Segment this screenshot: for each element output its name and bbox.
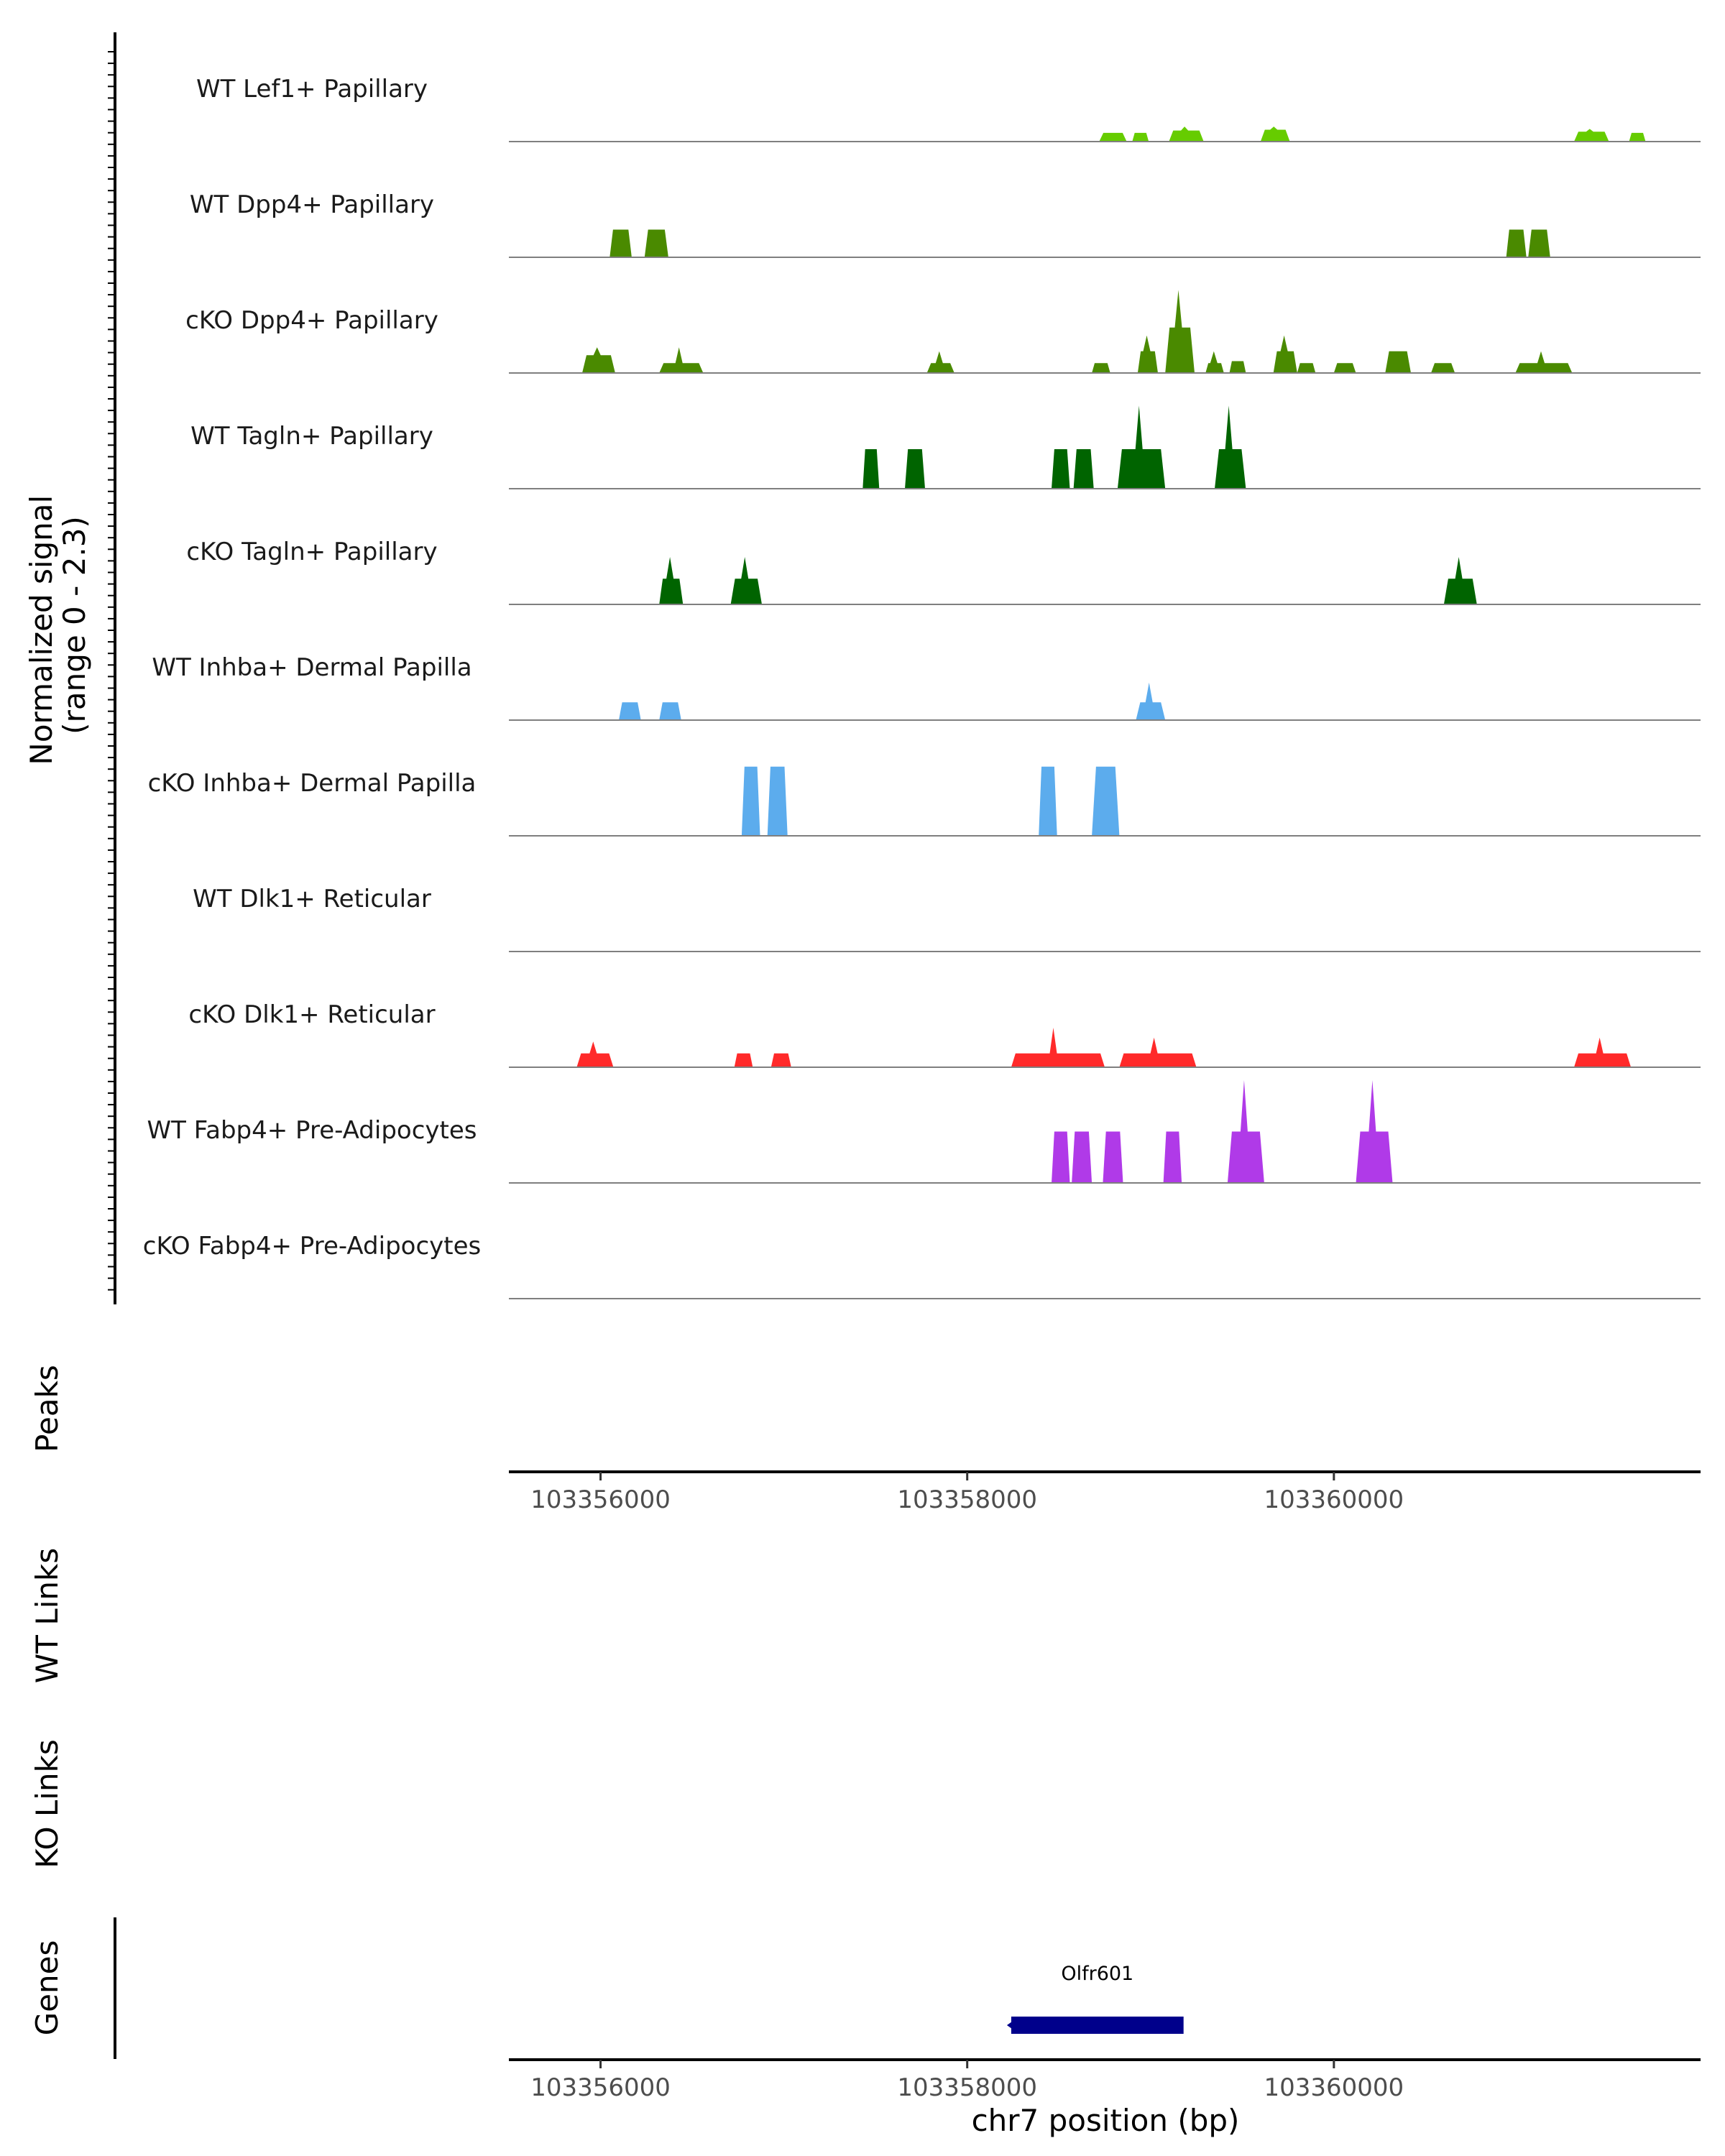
- signal-peak: [1385, 351, 1411, 373]
- gene-annotation: Olfr601: [1006, 1963, 1184, 2034]
- gene-label: Olfr601: [1061, 1963, 1133, 1985]
- signal-peak: [1515, 351, 1573, 373]
- signal-peak: [1333, 363, 1356, 373]
- track: cKO Dpp4+ Papillary: [185, 290, 1701, 374]
- signal-peak: [1052, 1131, 1070, 1183]
- x-tick-label: 103356000: [530, 1485, 671, 1514]
- track: cKO Fabp4+ Pre-Adipocytes: [143, 1232, 1701, 1299]
- signal-axis-title-line1: Normalized signal: [24, 495, 59, 765]
- peaks-panel-title: Peaks: [29, 1365, 65, 1452]
- signal-peak: [1103, 1131, 1123, 1183]
- signal-peak: [1229, 361, 1246, 373]
- signal-peak: [1137, 335, 1158, 373]
- track-label: cKO Fabp4+ Pre-Adipocytes: [143, 1232, 482, 1261]
- signal-peak: [1297, 363, 1316, 373]
- signal-axis-title-line2: (range 0 - 2.3): [57, 516, 92, 734]
- signal-peak: [1205, 351, 1224, 373]
- gene-body: [1011, 2017, 1184, 2034]
- signal-peak: [582, 347, 615, 373]
- x-tick-label: 103360000: [1264, 2073, 1404, 2102]
- signal-peak: [1528, 229, 1550, 257]
- signal-peak: [1136, 682, 1166, 720]
- signal-peak: [1273, 335, 1297, 373]
- signal-peak: [1039, 766, 1057, 836]
- signal-peak: [926, 351, 954, 373]
- x-tick-label: 103360000: [1264, 1485, 1404, 1514]
- track: WT Dpp4+ Papillary: [190, 190, 1701, 258]
- signal-peak: [730, 557, 762, 604]
- signal-peak: [1119, 1037, 1197, 1067]
- signal-peak: [659, 557, 684, 604]
- track-label: WT Lef1+ Papillary: [196, 75, 428, 103]
- track-label: WT Inhba+ Dermal Papilla: [152, 653, 472, 682]
- track-label: cKO Dlk1+ Reticular: [188, 1000, 435, 1029]
- track-label: cKO Inhba+ Dermal Papilla: [148, 769, 477, 798]
- track-label: WT Tagln+ Papillary: [190, 422, 433, 451]
- signal-peak: [610, 229, 632, 257]
- x-tick-label: 103356000: [530, 2073, 671, 2102]
- signal-peak: [1072, 1131, 1092, 1183]
- signal-peak: [1574, 1037, 1632, 1067]
- gene-strand-arrow: [1006, 2020, 1014, 2030]
- x-axis-top: 103356000 103358000 103360000: [509, 1470, 1701, 1514]
- signal-peak: [734, 1053, 753, 1067]
- track: WT Lef1+ Papillary: [196, 75, 1701, 142]
- signal-peak: [1215, 405, 1246, 489]
- signal-peak: [1165, 290, 1195, 373]
- signal-peak: [770, 1053, 791, 1067]
- track-label: cKO Dpp4+ Papillary: [185, 306, 438, 335]
- signal-peak: [1132, 132, 1149, 142]
- signal-peak: [862, 449, 880, 489]
- signal-peak: [741, 766, 760, 836]
- signal-peak: [1052, 449, 1070, 489]
- signal-peak: [1011, 1028, 1105, 1067]
- wt-links-panel-title: WT Links: [29, 1548, 65, 1683]
- track: WT Fabp4+ Pre-Adipocytes: [147, 1080, 1701, 1184]
- signal-peak: [1163, 1131, 1182, 1183]
- signal-peak: [767, 766, 788, 836]
- signal-peak: [659, 347, 704, 373]
- track: WT Inhba+ Dermal Papilla: [152, 653, 1701, 721]
- signal-peak: [644, 229, 668, 257]
- track: cKO Dlk1+ Reticular: [188, 1000, 1701, 1068]
- signal-peak: [1227, 1080, 1264, 1183]
- track-label: WT Fabp4+ Pre-Adipocytes: [147, 1116, 477, 1145]
- coverage-tracks: WT Lef1+ Papillary WT Dpp4+ Papillary cKO …: [143, 75, 1701, 1299]
- signal-peak: [619, 702, 641, 720]
- signal-peak: [1073, 449, 1094, 489]
- track-label: WT Dlk1+ Reticular: [193, 885, 431, 913]
- x-axis-bottom: 103356000 103358000 103360000: [509, 2058, 1701, 2102]
- ko-links-panel-title: KO Links: [29, 1739, 65, 1869]
- signal-peak: [1629, 132, 1646, 142]
- track: WT Dlk1+ Reticular: [193, 885, 1701, 952]
- signal-peak: [1092, 363, 1110, 373]
- signal-peak: [905, 449, 925, 489]
- track: cKO Tagln+ Papillary: [186, 538, 1701, 605]
- x-tick-label: 103358000: [897, 2073, 1037, 2102]
- track-label: WT Dpp4+ Papillary: [190, 190, 434, 219]
- signal-peak: [1506, 229, 1527, 257]
- x-tick-label: 103358000: [897, 1485, 1037, 1514]
- signal-axis-title: Normalized signal (range 0 - 2.3): [24, 485, 92, 765]
- signal-peak: [1574, 129, 1609, 142]
- signal-peak: [1099, 132, 1127, 142]
- signal-peak: [659, 702, 681, 720]
- signal-peak: [576, 1041, 614, 1067]
- signal-peak: [1356, 1080, 1393, 1183]
- track-label: cKO Tagln+ Papillary: [186, 538, 437, 566]
- track: cKO Inhba+ Dermal Papilla: [148, 766, 1701, 837]
- signal-peak: [1443, 557, 1477, 604]
- track: WT Tagln+ Papillary: [190, 405, 1701, 489]
- signal-peak: [1260, 126, 1290, 142]
- signal-peak: [1092, 766, 1120, 836]
- signal-peak: [1169, 126, 1204, 142]
- signal-axis-ticks: [108, 51, 115, 1291]
- signal-peak: [1117, 405, 1166, 489]
- signal-peak: [1431, 363, 1455, 373]
- x-axis-title: chr7 position (bp): [972, 2103, 1240, 2138]
- genes-panel-title: Genes: [29, 1940, 65, 2036]
